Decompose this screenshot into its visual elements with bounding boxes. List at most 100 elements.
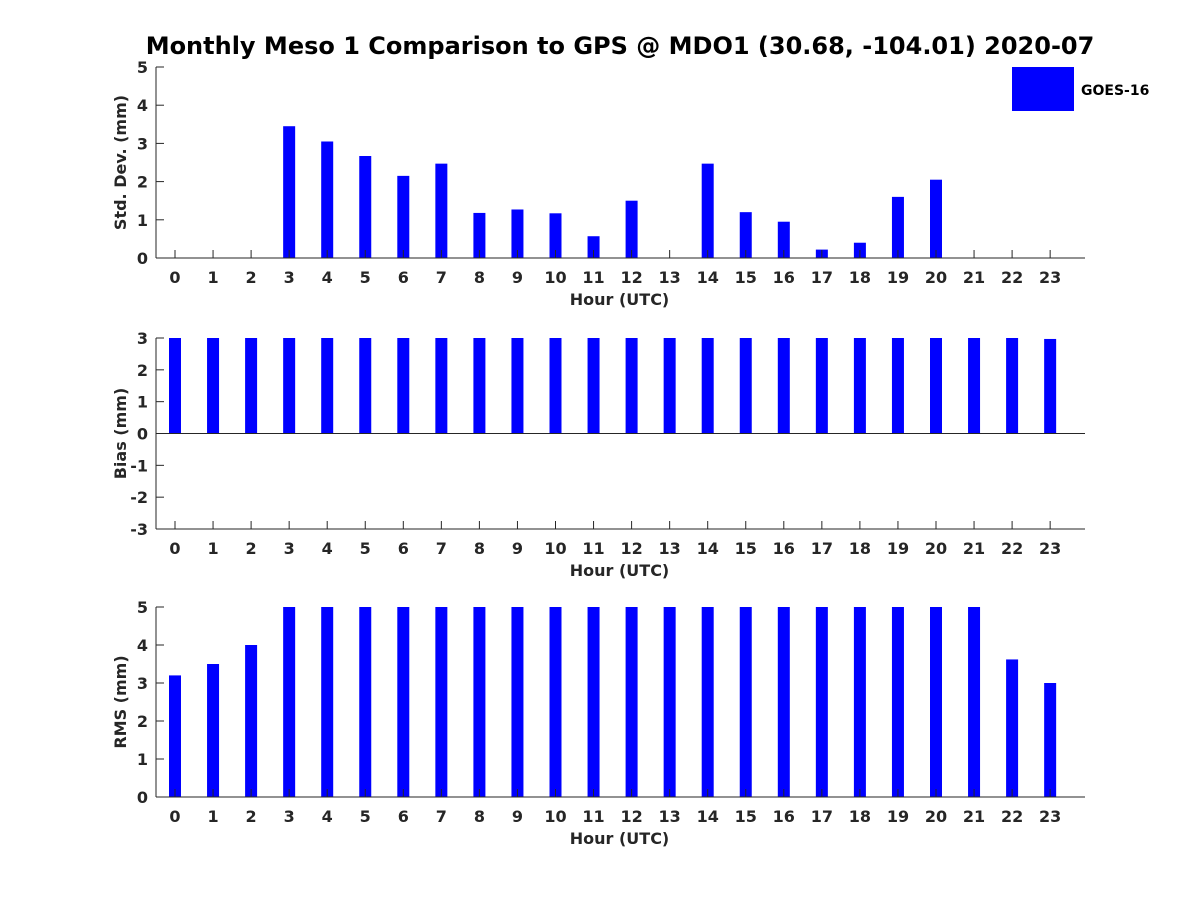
panel-3-y-tick-label: 5 [137,598,148,617]
panel-3-bar-16 [777,607,790,797]
panel-3-x-tick-label: 18 [849,807,871,826]
panel-3-x-tick-label: 12 [620,807,642,826]
panel-3-x-tick-label: 9 [512,807,523,826]
panel-3-bar-21 [968,607,981,797]
panel-3-x-tick-label: 6 [398,807,409,826]
panel-1-bar-3 [283,126,296,259]
panel-1-x-tick-label: 1 [207,268,218,287]
panel-3-y-tick-label: 1 [137,750,148,769]
panel-2-x-tick-label: 14 [697,539,719,558]
chart-title: Monthly Meso 1 Comparison to GPS @ MDO1 … [146,32,1095,60]
panel-1-x-tick-label: 10 [544,268,566,287]
panel-1-x-tick-label: 12 [620,268,642,287]
panel-1-bar-19 [891,196,904,258]
panel-2-bar-18 [853,338,866,434]
panel-2-bar-14 [701,338,714,434]
panel-3-x-tick-label: 8 [474,807,485,826]
panel-2-x-tick-label: 13 [659,539,681,558]
panel-2-bar-4 [321,338,334,434]
panel-3-x-tick-label: 0 [169,807,180,826]
panel-1-x-tick-label: 20 [925,268,947,287]
panel-1-y-tick-label: 3 [137,134,148,153]
panel-1-x-tick-label: 7 [436,268,447,287]
panel-3-bar-6 [397,607,410,797]
panel-1-bar-20 [930,179,942,258]
panel-2-bar-3 [283,338,296,434]
panel-2-y-tick-label: -2 [130,488,148,507]
panel-1-bar-7 [435,163,448,258]
panel-3-x-tick-label: 7 [436,807,447,826]
panel-2-x-tick-label: 20 [925,539,947,558]
panel-3-x-tick-label: 15 [735,807,757,826]
panel-2-x-tick-label: 12 [620,539,642,558]
panel-3-bar-3 [283,607,296,797]
panel-2-x-tick-label: 6 [398,539,409,558]
panel-3-bar-17 [815,607,828,797]
panel-1-bar-8 [473,212,486,258]
panel-3-bar-4 [321,607,334,797]
panel-1-bar-6 [397,175,410,258]
panel-2-x-tick-label: 7 [436,539,447,558]
panel-1-x-tick-label: 15 [735,268,757,287]
panel-2-bar-6 [397,338,410,434]
panel-2-x-tick-label: 23 [1039,539,1061,558]
panel-1-x-tick-label: 5 [360,268,371,287]
panel-2-bar-23 [1044,338,1057,434]
panel-3-bar-20 [930,607,942,797]
panel-2-bar-21 [968,338,981,434]
panel-3-x-tick-label: 10 [544,807,566,826]
panel-2-bar-8 [473,338,486,434]
panel-3-y-tick-label: 3 [137,674,148,693]
panel-2-bar-13 [663,338,676,434]
legend-label-goes-16: GOES-16 [1081,83,1149,99]
panel-3-x-tick-label: 19 [887,807,909,826]
panel-1-y-tick-label: 4 [137,96,148,115]
panel-2-x-tick-label: 22 [1001,539,1023,558]
panel-2-x-tick-label: 17 [811,539,833,558]
panel-3-x-tick-label: 23 [1039,807,1061,826]
panel-3-x-tick-label: 16 [773,807,795,826]
panel-1-x-tick-label: 19 [887,268,909,287]
panel-2-y-axis-label: Bias (mm) [111,388,130,480]
panel-1-x-tick-label: 2 [246,268,257,287]
panel-1-y-tick-label: 1 [137,211,148,230]
panel-1-y-tick-label: 0 [137,249,148,268]
panel-3-bar-11 [587,607,600,797]
panel-3-bar-2 [245,645,258,797]
panel-3-x-axis-label: Hour (UTC) [570,829,670,848]
panel-2-x-tick-label: 16 [773,539,795,558]
panel-1-bar-9 [511,209,524,258]
panel-2-x-tick-label: 2 [246,539,257,558]
panel-3-x-tick-label: 4 [322,807,333,826]
panel-2-y-tick-label: 1 [137,393,148,412]
panel-2-x-tick-label: 0 [169,539,180,558]
panel-1-x-tick-label: 22 [1001,268,1023,287]
panel-3-x-tick-label: 21 [963,807,985,826]
panel-1-x-tick-label: 3 [284,268,295,287]
panel-1-bar-16 [777,221,790,258]
panel-3-bar-12 [625,607,638,797]
panel-1-bar-10 [549,213,562,258]
panel-1-x-tick-label: 17 [811,268,833,287]
panel-2-y-tick-label: -1 [130,456,148,475]
panel-1-bar-5 [359,156,372,258]
panel-2-x-tick-label: 1 [207,539,218,558]
panel-3-x-tick-label: 2 [246,807,257,826]
panel-2-y-tick-label: 3 [137,329,148,348]
panel-2-bar-15 [739,338,752,434]
panel-1-x-tick-label: 14 [697,268,719,287]
panel-3-x-tick-label: 17 [811,807,833,826]
panel-2-bar-16 [777,338,790,434]
panel-1-x-tick-label: 16 [773,268,795,287]
panel-1-x-tick-label: 21 [963,268,985,287]
panel-1-x-tick-label: 23 [1039,268,1061,287]
panel-3-bar-23 [1044,683,1057,797]
panel-2-x-tick-label: 15 [735,539,757,558]
panel-2-x-tick-label: 10 [544,539,566,558]
panel-3-x-tick-label: 22 [1001,807,1023,826]
panel-1-bar-15 [739,212,752,258]
panel-3-bar-19 [891,607,904,797]
legend-swatch-goes-16 [1012,67,1074,111]
panel-1-y-tick-label: 5 [137,58,148,77]
panel-2-x-tick-label: 18 [849,539,871,558]
